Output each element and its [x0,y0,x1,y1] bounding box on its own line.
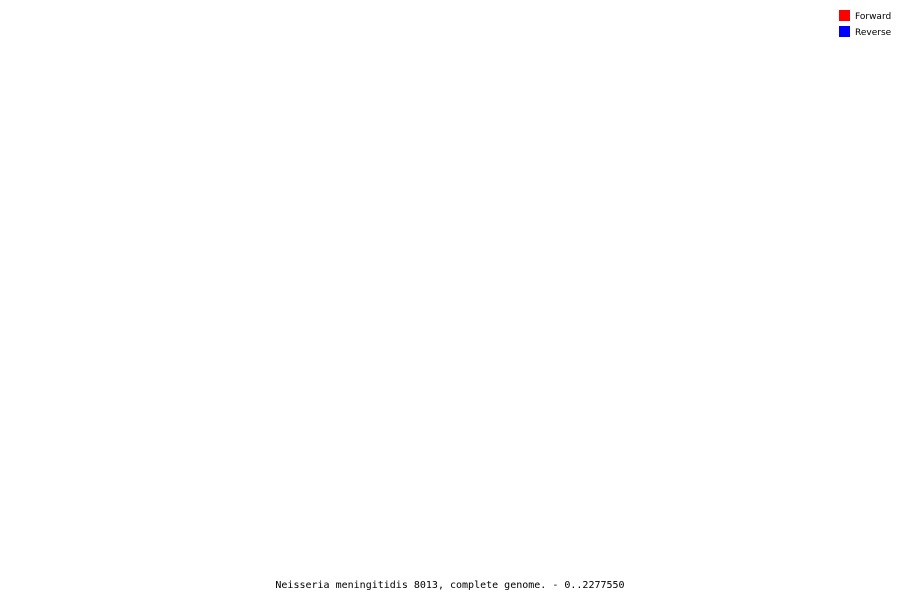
genome-caption: Neisseria meningitidis 8013, complete ge… [275,580,624,591]
legend-reverse-label: Reverse [855,28,892,38]
legend-forward-label: Forward [855,12,891,22]
legend-forward-swatch [839,10,850,21]
strand-legend: Forward Reverse [839,10,892,38]
legend-reverse-swatch [839,26,850,37]
